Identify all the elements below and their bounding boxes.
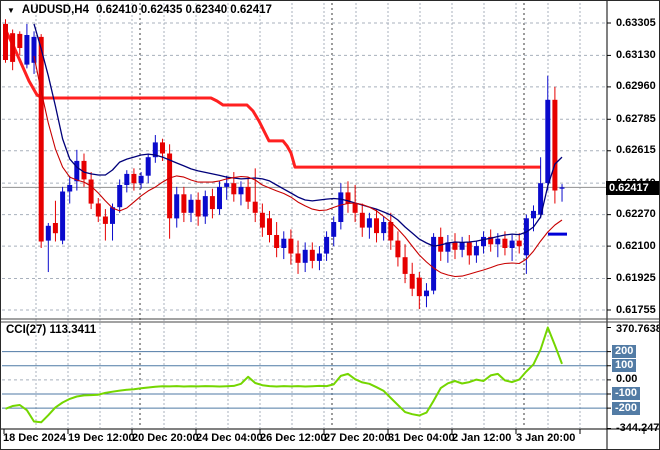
ohlc-values: 0.62410 0.62435 0.62340 0.62417 [96,4,272,16]
price-axis-label: 0.61925 [616,272,656,284]
indicator-label: CCI(27) 113.3411 [6,324,97,336]
price-axis-label: 0.62100 [616,240,656,252]
price-axis-label: 0.62785 [616,113,656,125]
time-axis-label: 27 Dec 20:00 [324,432,391,444]
cci-axis-label: 100 [612,359,637,372]
chart-title: ▼ AUDUSD,H4 0.62410 0.62435 0.62340 0.62… [7,4,272,16]
time-axis-label: 19 Dec 12:00 [68,432,135,444]
grid-layer [2,3,607,428]
price-axis-label: 0.63130 [616,49,656,61]
current-price-badge: 0.62417 [606,181,659,195]
time-axis-label: 2 Jan 12:00 [452,432,512,444]
cci-panel [5,326,563,424]
symbol-period-label: AUDUSD,H4 [21,4,90,16]
symbol-dropdown-icon[interactable]: ▼ [7,5,15,15]
cci-axis-label: -100 [612,387,641,400]
time-axis-label: 3 Jan 20:00 [516,432,576,444]
time-axis-label: 31 Dec 04:00 [388,432,455,444]
price-axis-label: 0.63305 [616,17,656,29]
time-axis-label: 20 Dec 20:00 [132,432,199,444]
cci-axis-label: 370.7638 [616,323,660,335]
cci-axis-label: -344.2471 [616,422,660,434]
price-axis-label: 0.61755 [616,304,656,316]
candles-layer [3,19,565,310]
time-axis-label: 26 Dec 12:00 [260,432,327,444]
price-axis-label: 0.62960 [616,80,656,92]
time-axis[interactable]: 18 Dec 2024 19 Dec 12:00 20 Dec 20:00 24 De… [1,432,659,448]
price-axis-label: 0.62615 [616,144,656,156]
cci-axis-label: -200 [612,402,641,415]
price-axis-label: 0.62270 [616,208,656,220]
price-panel [2,19,607,310]
time-axis-label: 18 Dec 2024 [3,432,66,444]
cci-axis-label: 0.00 [616,373,638,385]
time-axis-label: 24 Dec 04:00 [196,432,263,444]
price-axis[interactable]: 0.63305 0.63130 0.62960 0.62785 0.62615 0.624… [603,1,660,449]
cci-axis-label: 200 [612,345,637,358]
